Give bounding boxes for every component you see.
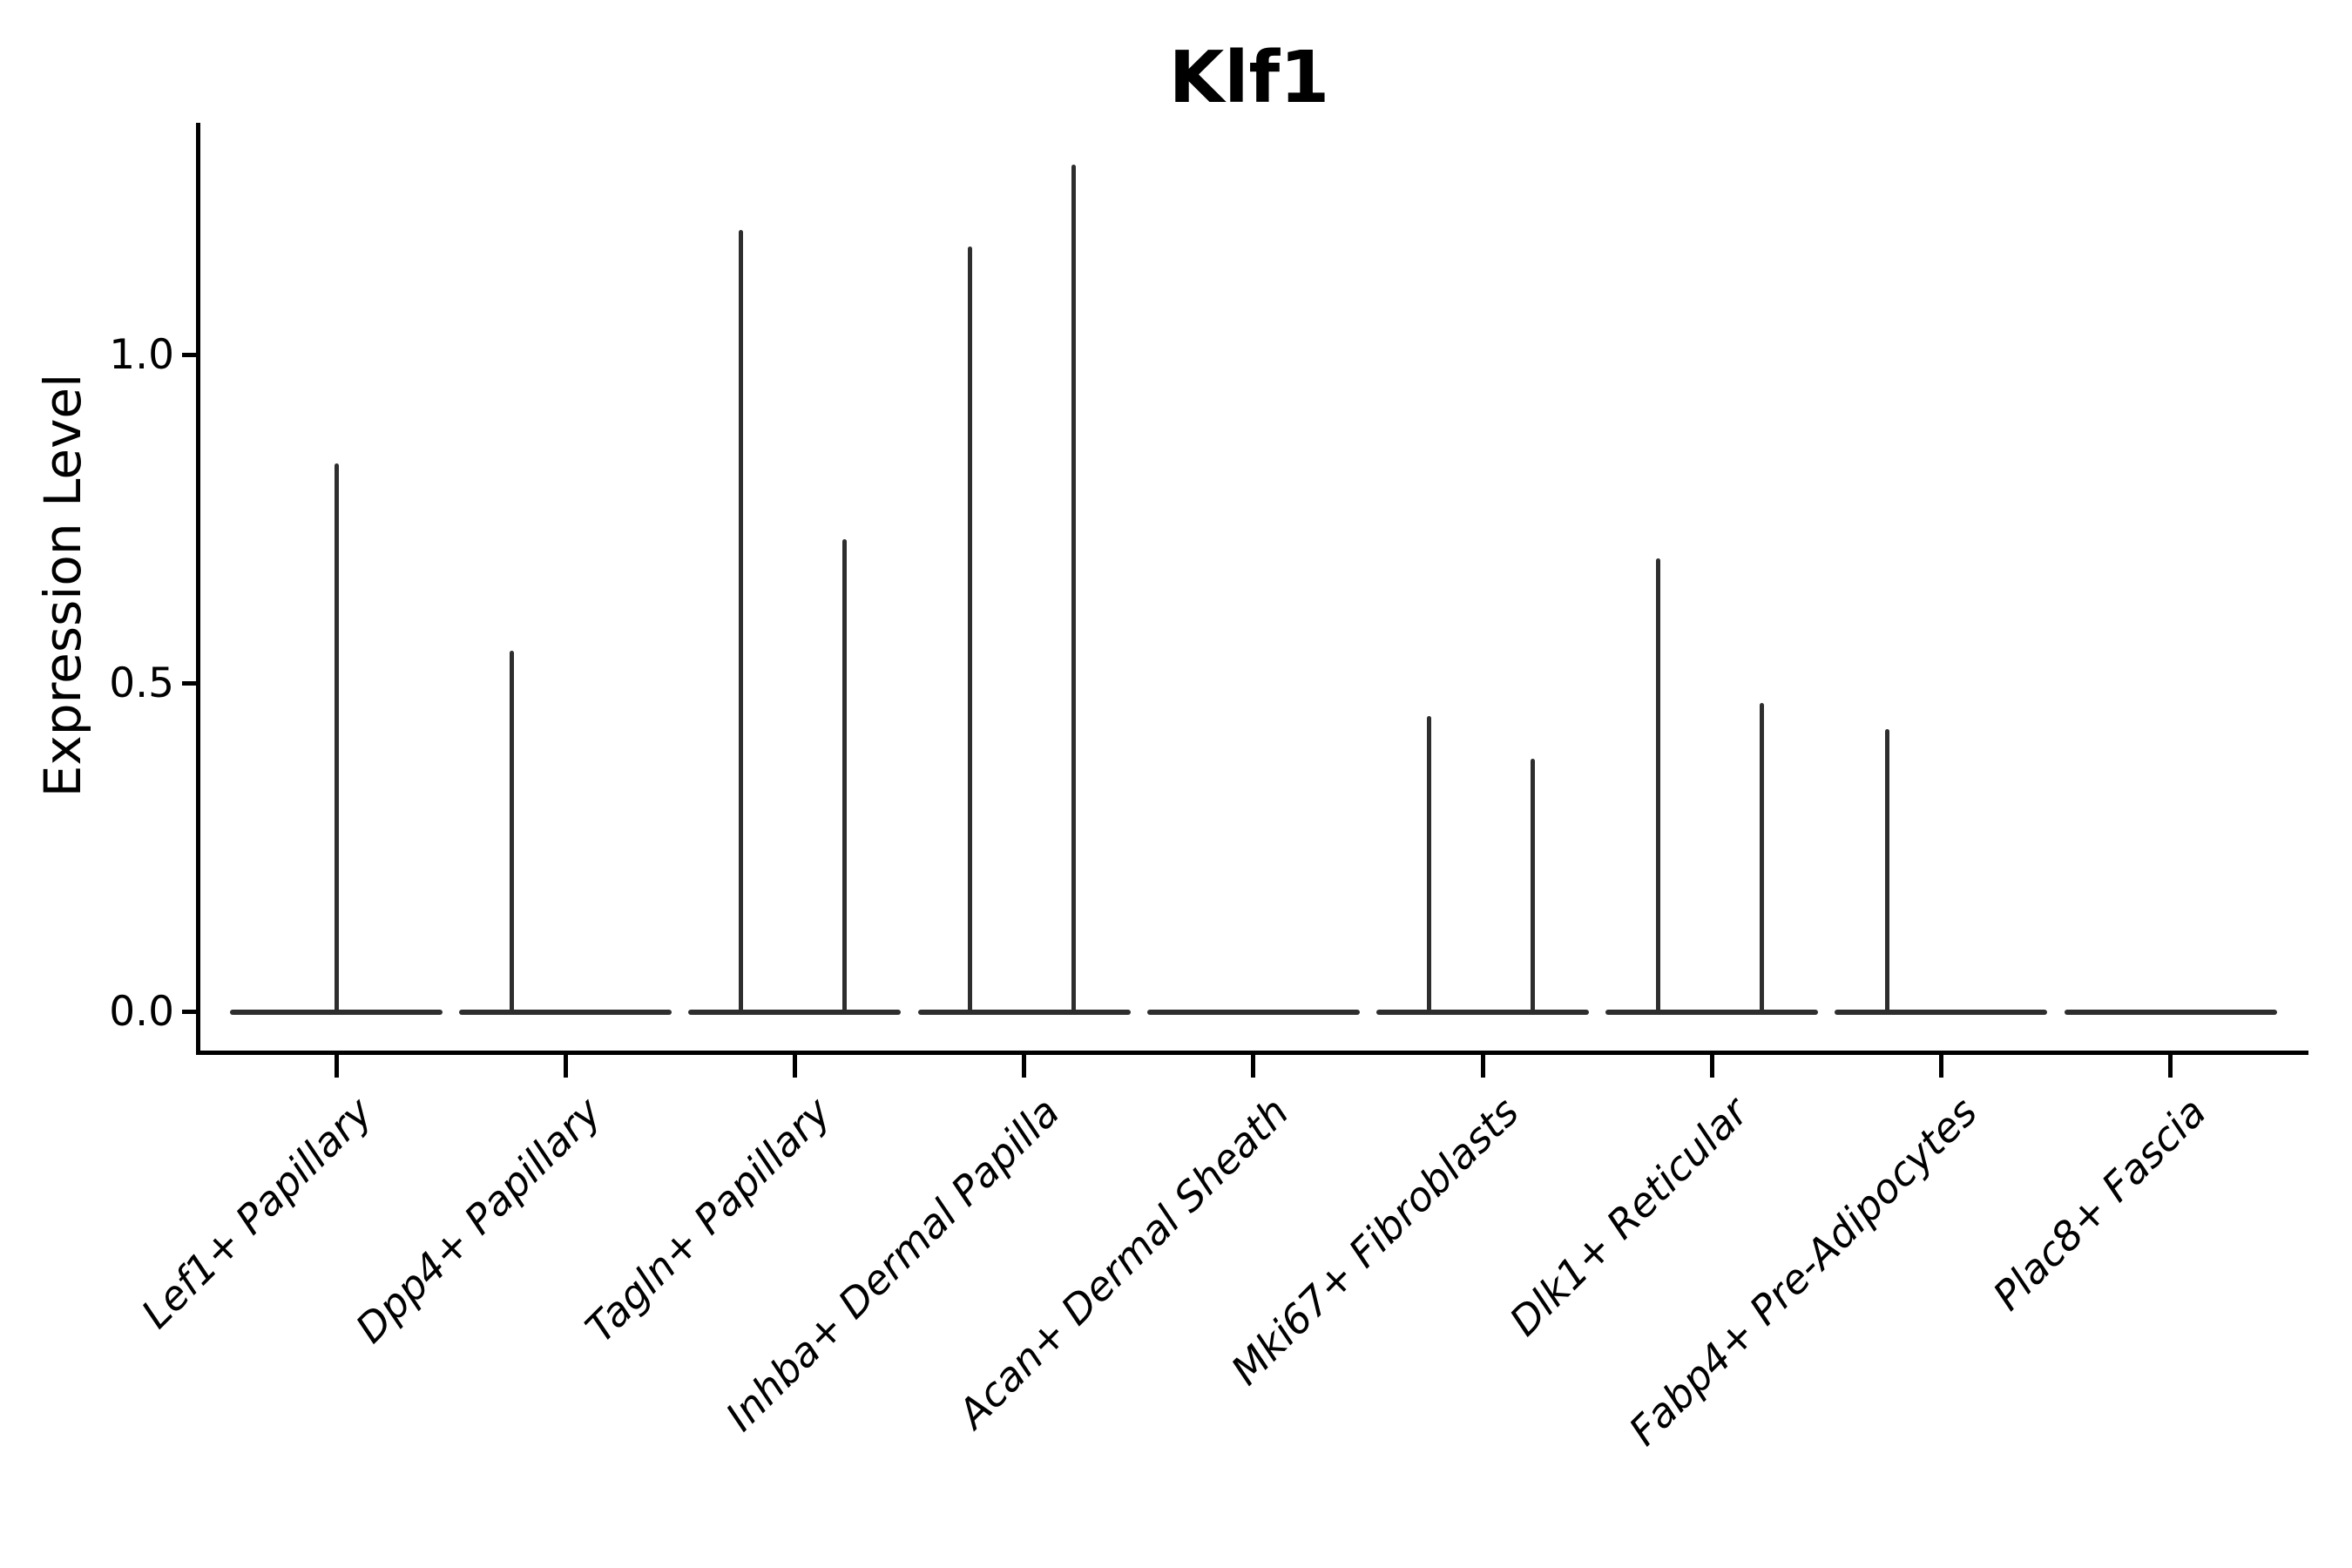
y-axis-spine — [195, 123, 200, 1055]
x-tick-label: Lef1+ Papillary — [132, 1088, 382, 1338]
x-tick-label: Dpp4+ Papillary — [346, 1088, 611, 1352]
x-tick — [2168, 1055, 2173, 1078]
x-tick — [792, 1055, 797, 1078]
x-tick — [563, 1055, 568, 1078]
x-tick — [1709, 1055, 1714, 1078]
violin-baseline — [459, 1009, 672, 1015]
violin-baseline — [230, 1009, 443, 1015]
violin-spike — [334, 463, 339, 1012]
violin-spike — [968, 247, 973, 1012]
x-tick — [1251, 1055, 1256, 1078]
violin-spike — [509, 650, 514, 1012]
x-tick-label: Tagln+ Papillary — [576, 1088, 840, 1352]
x-tick — [334, 1055, 339, 1078]
violin-baseline — [917, 1009, 1131, 1015]
violin-spike — [1530, 759, 1535, 1012]
y-tick-label: 0.0 — [109, 987, 174, 1036]
x-tick — [1480, 1055, 1485, 1078]
y-tick-label: 1.0 — [109, 330, 174, 379]
y-tick — [181, 1010, 196, 1014]
x-tick-label: Dlk1+ Reticular — [1499, 1088, 1757, 1345]
violin-baseline — [1605, 1009, 1819, 1015]
y-tick — [181, 681, 196, 686]
x-tick-label: Plac8+ Fascia — [1984, 1088, 2215, 1320]
y-tick-label: 0.5 — [109, 659, 174, 707]
violin-spike — [841, 538, 847, 1012]
x-axis-spine — [195, 1051, 2308, 1055]
x-tick — [1022, 1055, 1027, 1078]
violin-baseline — [2064, 1009, 2277, 1015]
violin-spike — [1884, 729, 1889, 1012]
violin-spike — [1426, 716, 1431, 1012]
violin-baseline — [1376, 1009, 1589, 1015]
violin-baseline — [1146, 1009, 1360, 1015]
y-tick — [181, 353, 196, 357]
y-axis-label: Expression Level — [33, 373, 92, 798]
violin-spike — [738, 230, 743, 1012]
violin-spike — [1759, 703, 1764, 1012]
violin-spike — [1655, 558, 1660, 1012]
violin-baseline — [688, 1009, 902, 1015]
x-tick — [1938, 1055, 1943, 1078]
violin-baseline — [1835, 1009, 2048, 1015]
violin-spike — [1071, 164, 1077, 1012]
plot-title: Klf1 — [1168, 37, 1330, 119]
